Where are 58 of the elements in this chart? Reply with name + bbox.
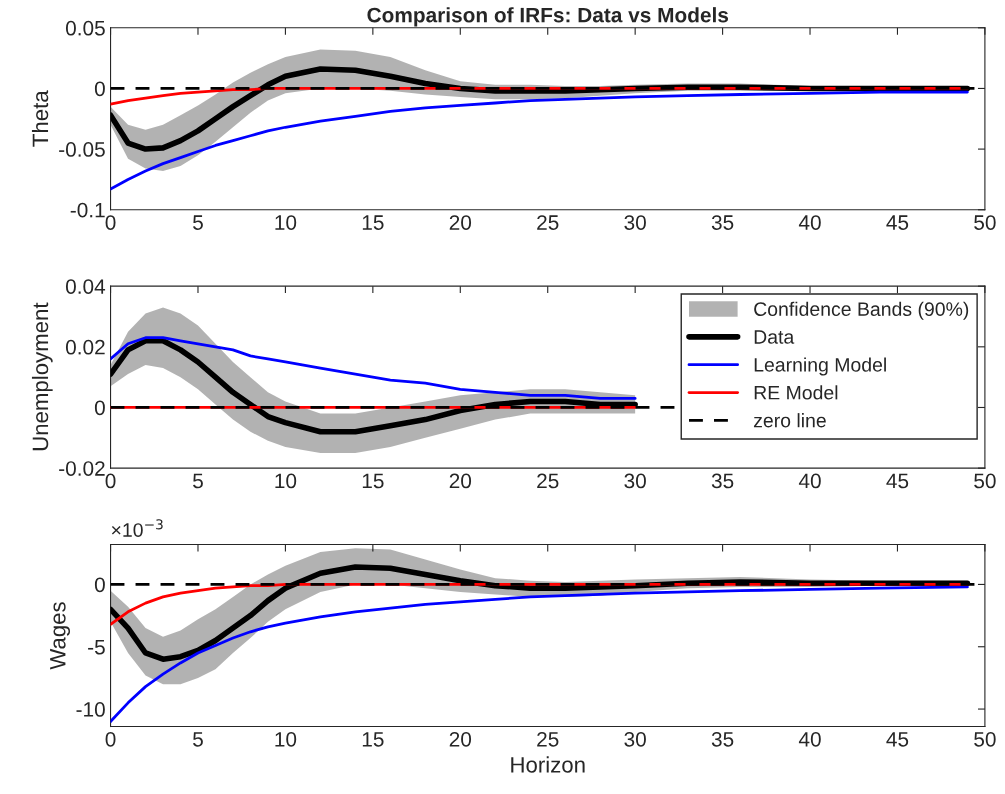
y-tick-label: 0.05 bbox=[65, 20, 105, 36]
y-axis-title: Wages bbox=[50, 602, 71, 670]
x-tick-label: 0 bbox=[105, 731, 116, 747]
chart-title: Comparison of IRFs: Data vs Models bbox=[367, 7, 729, 27]
x-tick-label: 40 bbox=[798, 731, 821, 747]
line-series bbox=[110, 585, 969, 723]
legend-label: Data bbox=[754, 330, 795, 344]
x-tick-label: 5 bbox=[193, 732, 203, 747]
x-tick-label: 10 bbox=[275, 473, 297, 489]
x-tick-label: 50 bbox=[974, 473, 996, 489]
y-tick-label: 0 bbox=[94, 577, 105, 593]
x-tick-label: 20 bbox=[449, 731, 472, 747]
legend-label: Learning Model bbox=[754, 357, 886, 376]
x-tick-label: 15 bbox=[362, 473, 384, 489]
x-tick-label: 30 bbox=[624, 215, 646, 230]
x-tick-label: 0 bbox=[105, 215, 116, 230]
x-tick-label: 40 bbox=[798, 215, 821, 230]
x-axis-title: Horizon bbox=[511, 756, 585, 773]
y-tick-label: -0.1 bbox=[70, 202, 105, 218]
x-tick-label: 35 bbox=[711, 731, 734, 747]
y-tick-label: -0.05 bbox=[59, 142, 105, 157]
y-axis-title: Unemployment bbox=[31, 302, 53, 451]
x-tick-label: 50 bbox=[974, 731, 996, 747]
x-tick-label: 20 bbox=[449, 473, 472, 489]
annotation: Confidence Bands (90%) bbox=[754, 301, 969, 320]
x-tick-label: 25 bbox=[537, 215, 559, 230]
x-tick-label: 30 bbox=[624, 473, 646, 489]
x-tick-label: 20 bbox=[449, 215, 472, 230]
line-series bbox=[110, 90, 969, 191]
y-tick-label: -0.02 bbox=[59, 461, 105, 476]
y-tick-label: 0.04 bbox=[65, 279, 106, 294]
x-tick-label: 0 bbox=[105, 473, 116, 489]
x-tick-label: 45 bbox=[886, 473, 909, 489]
x-tick-label: 40 bbox=[798, 473, 821, 489]
y-tick-label: 0.02 bbox=[65, 339, 105, 355]
x-tick-label: 15 bbox=[362, 732, 384, 747]
x-tick-label: 45 bbox=[886, 732, 909, 747]
x-tick-label: 45 bbox=[886, 215, 909, 230]
y-tick-label: -10 bbox=[76, 702, 105, 717]
x-tick-label: 25 bbox=[537, 731, 559, 747]
ref-line-label: zero line bbox=[753, 413, 826, 428]
x-tick-label: 5 bbox=[193, 473, 203, 489]
text: ×10$^{−3}$ bbox=[111, 519, 163, 537]
y-tick-label: 0 bbox=[94, 400, 105, 416]
x-tick-label: 10 bbox=[275, 731, 297, 747]
x-tick-label: 25 bbox=[537, 473, 559, 489]
x-tick-label: 35 bbox=[711, 215, 734, 230]
y-axis-title: Theta bbox=[31, 90, 49, 147]
x-tick-label: 15 bbox=[362, 215, 384, 230]
x-tick-label: 10 bbox=[275, 215, 297, 230]
legend-label: RE Model bbox=[754, 385, 838, 400]
y-tick-label: -5 bbox=[88, 639, 105, 655]
x-tick-label: 50 bbox=[974, 215, 996, 230]
y-tick-label: 0 bbox=[94, 81, 105, 97]
x-tick-label: 35 bbox=[711, 473, 734, 489]
line-series bbox=[110, 336, 637, 400]
x-tick-label: 30 bbox=[624, 731, 646, 747]
x-tick-label: 5 bbox=[193, 215, 203, 230]
